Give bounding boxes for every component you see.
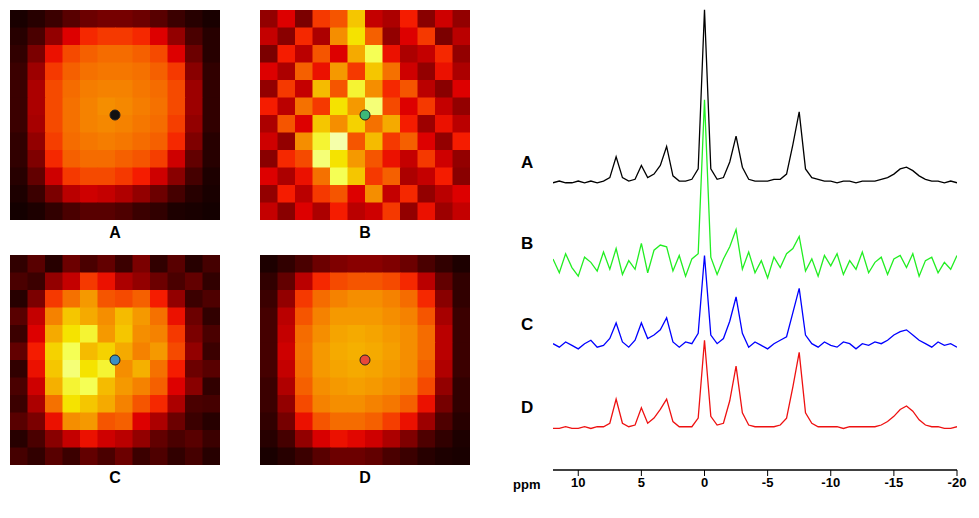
html-text:D: D	[521, 398, 534, 418]
svg-text:-5: -5	[762, 475, 774, 490]
svg-text:5: 5	[638, 475, 645, 490]
svg-text:-10: -10	[821, 475, 840, 490]
svg-text:10: 10	[571, 475, 585, 490]
html-text:B: B	[359, 224, 371, 241]
svg-text:-20: -20	[948, 475, 967, 490]
html-text:C: C	[521, 315, 534, 335]
html-text:A: A	[521, 152, 534, 172]
html-text:B: B	[521, 234, 534, 254]
html-text:C: C	[109, 469, 121, 486]
html-text:D: D	[359, 469, 371, 486]
html-text:A: A	[109, 224, 121, 241]
svg-text:-15: -15	[884, 475, 903, 490]
svg-text:0: 0	[701, 475, 708, 490]
html-text:ppm: ppm	[513, 477, 541, 492]
